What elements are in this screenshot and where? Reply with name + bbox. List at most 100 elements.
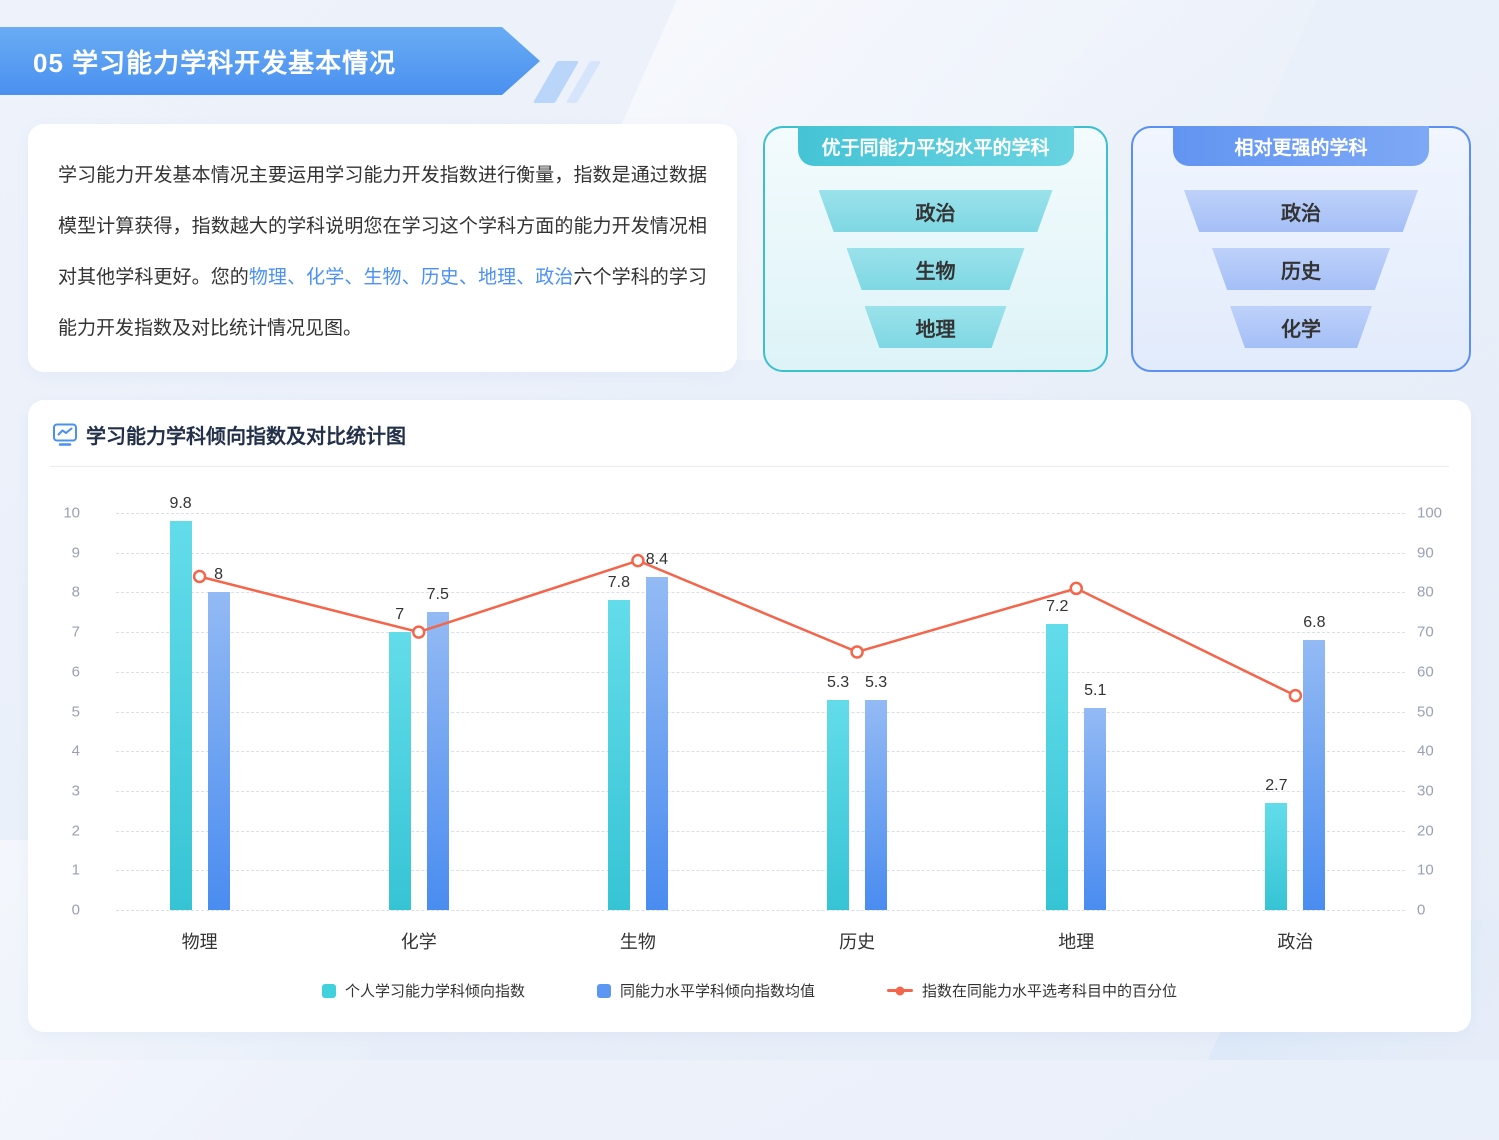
- category-label: 化学: [400, 932, 437, 952]
- intro-text-part1: 学习能力开发基本情况主要运用学习能力开发指数进行衡量，指数是通过数据模型计算获得…: [58, 165, 707, 288]
- panel-better-than-average-title: 优于同能力平均水平的学科: [797, 126, 1074, 166]
- bar-peer: [426, 612, 449, 910]
- trend-point: [192, 569, 207, 584]
- grid-line: [116, 910, 1405, 911]
- bar-personal: [169, 520, 192, 910]
- funnel-step: 化学: [1230, 306, 1372, 348]
- bar-peer: [1303, 640, 1326, 910]
- bar-personal: [388, 632, 411, 910]
- category-label: 地理: [1058, 932, 1095, 952]
- legend-item-personal-index[interactable]: 个人学习能力学科倾向指数: [321, 980, 525, 1001]
- trend-point: [412, 625, 426, 639]
- legend-line-marker: [887, 986, 913, 995]
- trend-point: [850, 645, 864, 659]
- bar-value-label: 5.3: [864, 673, 888, 691]
- panel-relatively-stronger-title: 相对更强的学科: [1173, 126, 1429, 166]
- chart-card: 学习能力学科倾向指数及对比统计图 0 1 2 3 4 5 6 7 8 9 10 0 10 20 30 40 50…: [28, 400, 1471, 1032]
- section-title: 05 学习能力学科开发基本情况: [33, 47, 397, 78]
- intro-subjects-highlight: 物理、化学、生物、历史、地理、政治: [248, 267, 574, 288]
- grid-line: [116, 513, 1405, 514]
- right-axis-tick: 60: [1417, 663, 1434, 681]
- chart-legend: 个人学习能力学科倾向指数 同能力水平学科倾向指数均值 指数在同能力水平选考科目中…: [28, 980, 1471, 1001]
- legend-swatch-cyan: [321, 983, 336, 998]
- left-axis-tick: 9: [71, 544, 80, 562]
- bar-value-label: 8: [214, 566, 224, 584]
- trend-point: [631, 553, 645, 568]
- section-banner: 05 学习能力学科开发基本情况: [0, 27, 540, 95]
- bar-value-label: 5.3: [826, 673, 850, 691]
- bar-peer: [645, 576, 668, 910]
- legend-item-percentile[interactable]: 指数在同能力水平选考科目中的百分位: [887, 980, 1177, 1001]
- right-axis-tick: 70: [1417, 623, 1434, 641]
- chart-plot-area: 0 1 2 3 4 5 6 7 8 9 10 0 10 20 30 40 50 60 70 80 90 100 9.8 7 7.…: [63, 495, 1442, 952]
- right-axis-tick: 100: [1417, 504, 1443, 522]
- grid-line: [116, 870, 1405, 872]
- left-axis-tick: 10: [63, 504, 80, 522]
- bar-personal: [607, 600, 630, 910]
- bar-value-label: 2.7: [1265, 776, 1288, 794]
- right-axis-tick: 90: [1417, 544, 1434, 562]
- right-axis-tick: 50: [1417, 703, 1434, 720]
- left-axis-tick: 2: [71, 822, 80, 840]
- right-axis-tick: 40: [1417, 742, 1434, 760]
- grid-line: [116, 830, 1405, 832]
- legend-item-peer-average[interactable]: 同能力水平学科倾向指数均值: [596, 980, 815, 1001]
- bar-value-label: 7: [395, 606, 405, 624]
- intro-text-part2: 六个学科的学习能力开发指数及对比统计情况见图。: [58, 267, 707, 339]
- bar-value-label: 8.4: [645, 550, 669, 568]
- trend-point: [1069, 581, 1083, 596]
- grid-line: [116, 711, 1405, 713]
- right-axis-tick: 30: [1417, 782, 1434, 800]
- bar-value-label: 5.1: [1084, 681, 1107, 699]
- legend-label: 同能力水平学科倾向指数均值: [619, 983, 815, 1000]
- bar-peer: [865, 699, 888, 910]
- bar-peer: [1084, 707, 1107, 910]
- grid-line: [116, 552, 1405, 554]
- trend-line-layer: [192, 553, 1303, 703]
- left-axis-tick: 7: [71, 623, 80, 641]
- chart-monitor-icon: [53, 423, 77, 446]
- legend-label: 指数在同能力水平选考科目中的百分位: [922, 983, 1178, 1000]
- bar-value-label: 7.8: [607, 574, 631, 592]
- right-axis-tick: 20: [1417, 822, 1434, 840]
- left-axis-tick: 4: [71, 742, 80, 760]
- bar-peer: [207, 592, 230, 910]
- left-axis-tick: 3: [71, 782, 80, 800]
- left-axis-tick: 8: [71, 583, 80, 601]
- bar-value-label: 9.8: [169, 494, 192, 512]
- funnel: 政治 生物 地理: [765, 190, 1106, 364]
- bar-personal: [1265, 802, 1288, 910]
- chart-title: 学习能力学科倾向指数及对比统计图: [86, 426, 406, 448]
- category-label: 政治: [1277, 932, 1314, 952]
- left-axis-tick: 5: [71, 703, 80, 720]
- right-axis-tick: 10: [1417, 861, 1434, 879]
- left-axis-tick: 6: [71, 663, 80, 681]
- category-label: 历史: [839, 932, 876, 952]
- grid-line: [116, 790, 1405, 792]
- bar-personal: [1046, 624, 1069, 910]
- left-axis-tick: 1: [71, 861, 80, 879]
- grid-line: [116, 592, 1405, 594]
- category-label: 物理: [181, 932, 218, 952]
- bar-value-label: 7.2: [1046, 598, 1069, 616]
- grid-line: [116, 671, 1405, 673]
- intro-card: 学习能力开发基本情况主要运用学习能力开发指数进行衡量，指数是通过数据模型计算获得…: [28, 124, 737, 372]
- chart-header: 学习能力学科倾向指数及对比统计图: [52, 420, 406, 449]
- panel-better-than-average: 优于同能力平均水平的学科 政治 生物 地理: [763, 126, 1108, 372]
- legend-swatch-blue: [596, 983, 611, 998]
- right-axis-tick: 80: [1417, 583, 1434, 601]
- funnel-step: 政治: [818, 190, 1053, 232]
- bar-value-label: 6.8: [1303, 614, 1326, 632]
- funnel-step: 地理: [864, 306, 1007, 348]
- funnel-step: 生物: [846, 248, 1025, 290]
- right-axis-tick: 0: [1417, 901, 1426, 919]
- divider: [50, 466, 1449, 467]
- funnel-step: 政治: [1184, 190, 1418, 232]
- category-label: 生物: [619, 932, 656, 952]
- grid-line: [116, 751, 1405, 753]
- left-axis-tick: 0: [71, 901, 80, 919]
- panel-relatively-stronger: 相对更强的学科 政治 历史 化学: [1131, 126, 1471, 372]
- bar-personal: [827, 699, 850, 910]
- funnel: 政治 历史 化学: [1133, 190, 1469, 364]
